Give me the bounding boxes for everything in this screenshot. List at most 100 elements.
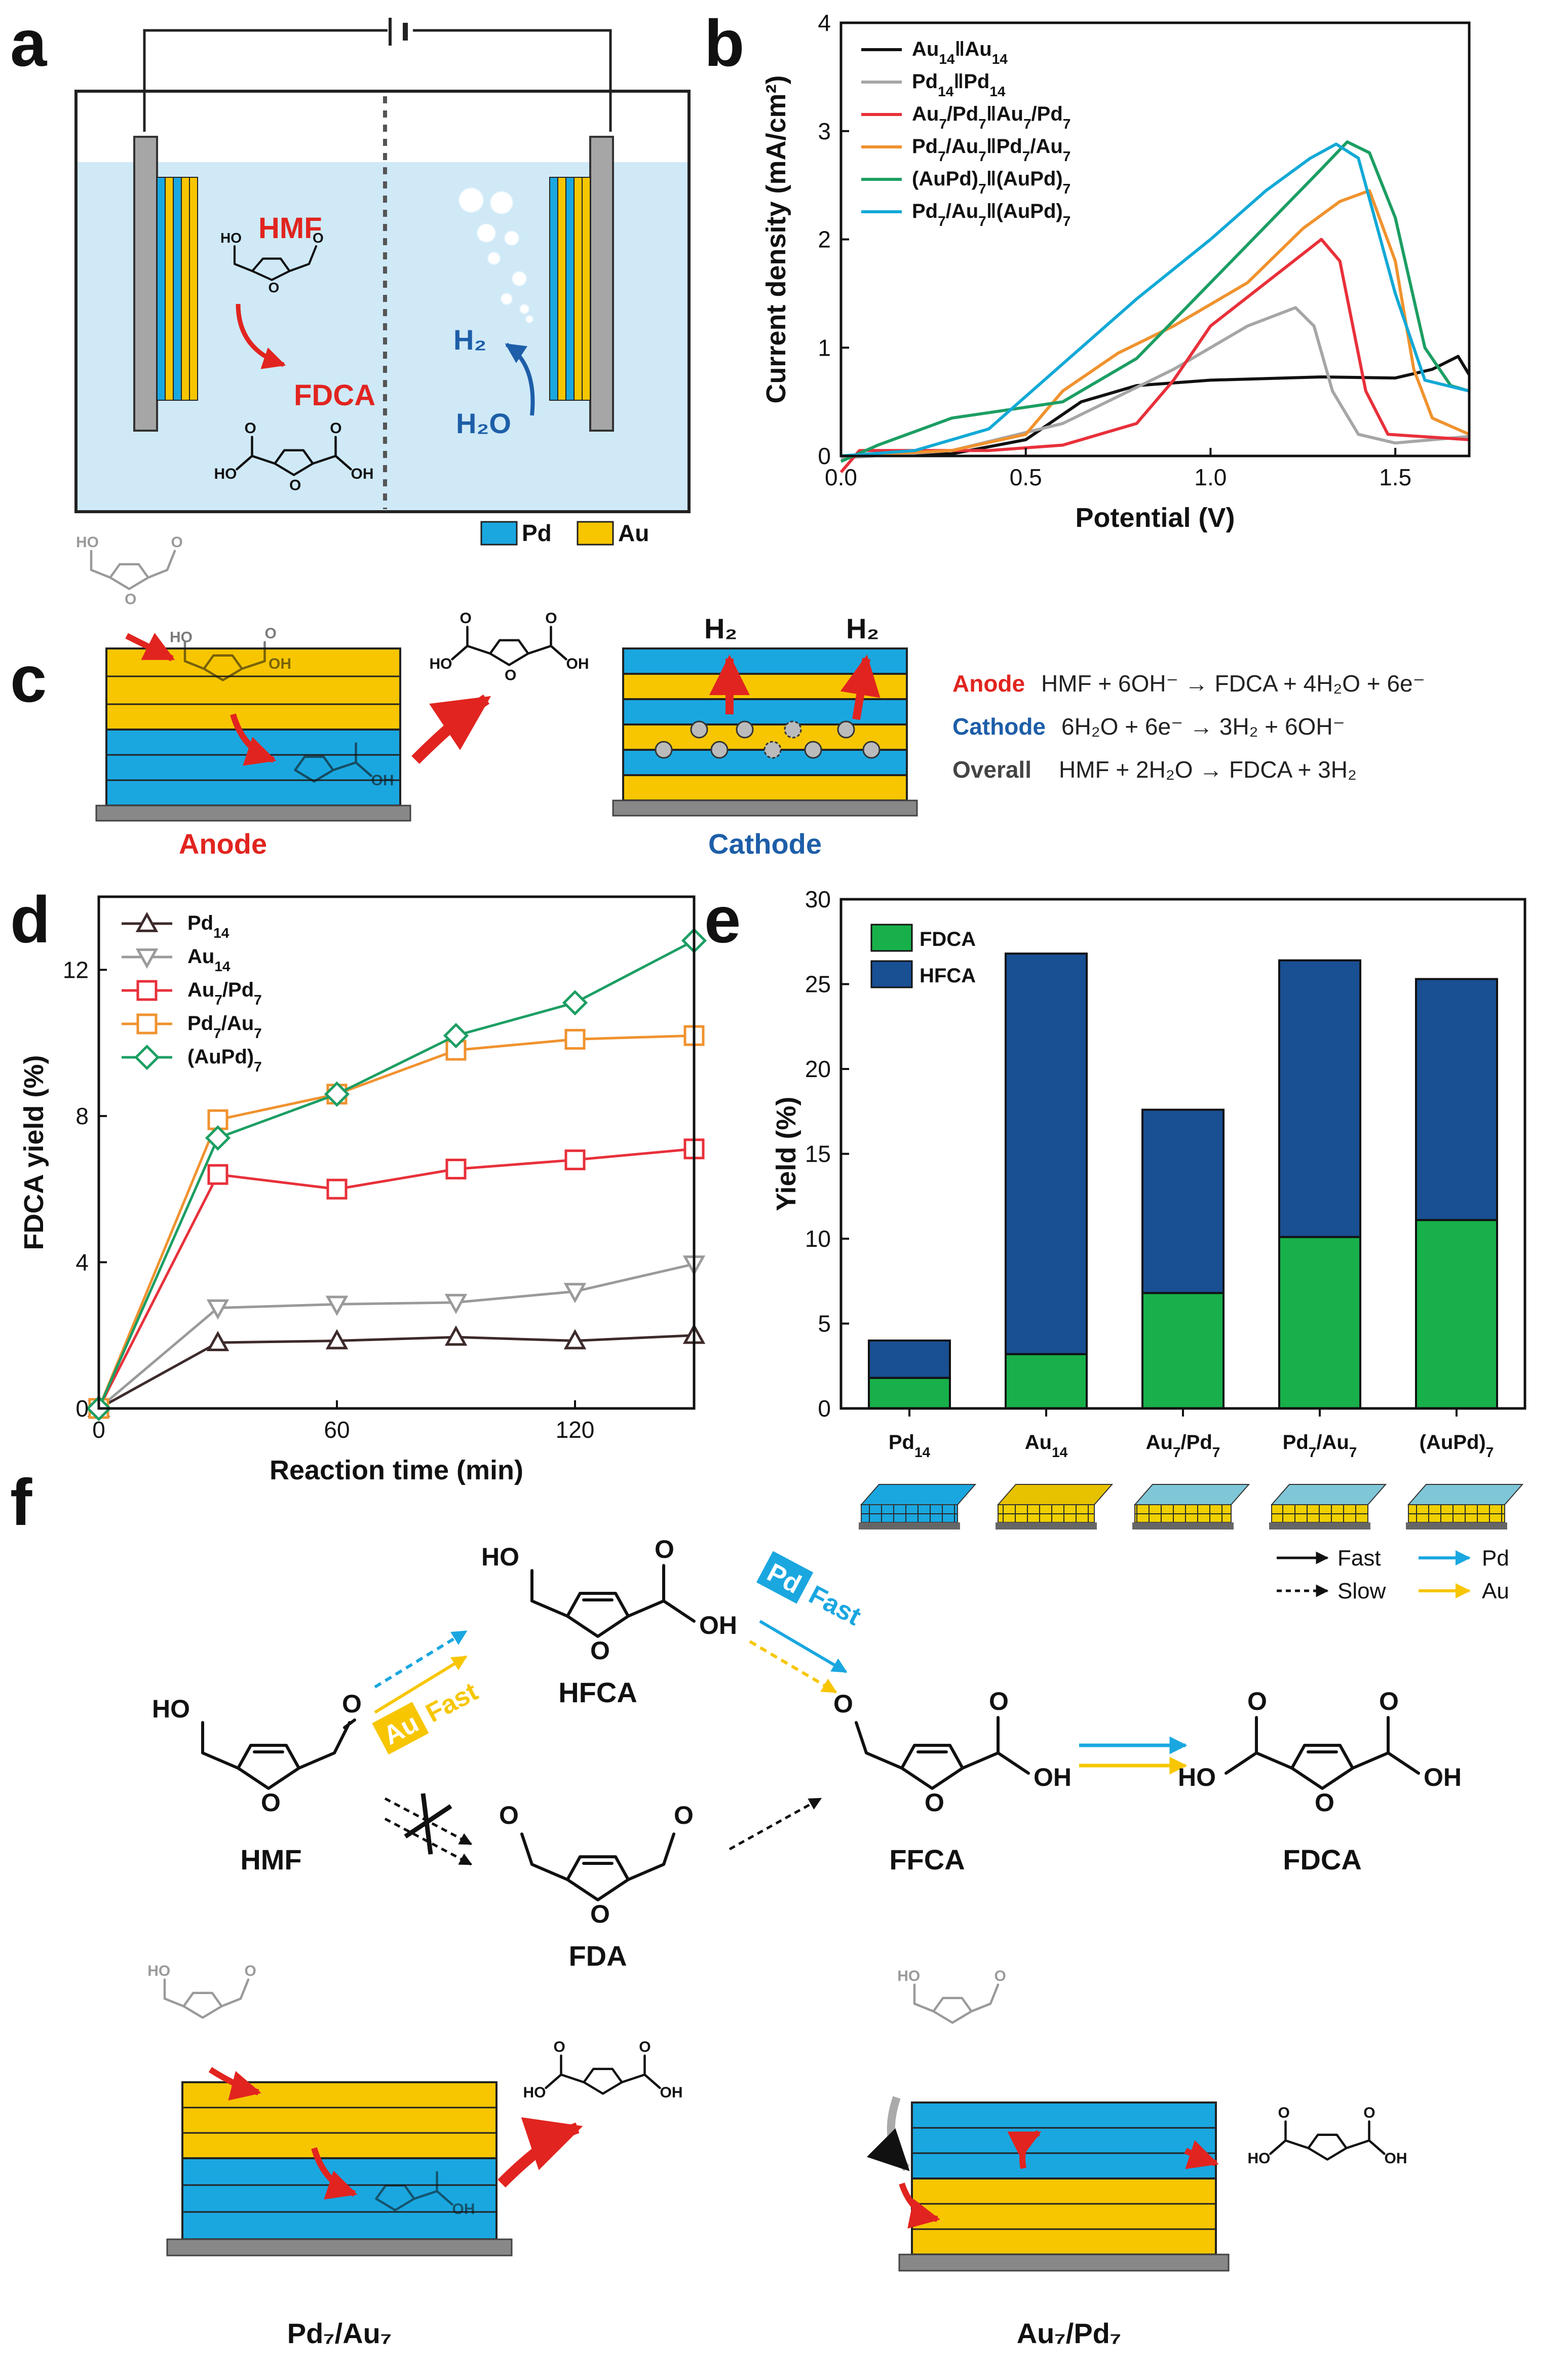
series-line-4	[97, 939, 695, 1409]
x-tick-label: 0	[92, 1417, 105, 1443]
hmf-name: HMF	[240, 1844, 301, 1876]
x-tick-label: 0.5	[1010, 464, 1042, 490]
x-tick-label: Pd14	[889, 1431, 931, 1460]
svg-text:O: O	[1363, 2105, 1375, 2121]
svg-text:O: O	[505, 667, 516, 684]
film-base-2	[1132, 1522, 1234, 1530]
caption-au7-pd7: Au₇/Pd₇	[1017, 2317, 1122, 2349]
pd-fast-tag: Pd Fast	[756, 1551, 866, 1631]
bar-hfca-0	[868, 1340, 951, 1379]
film-base-1	[996, 1522, 1097, 1530]
svg-text:HO: HO	[220, 230, 242, 246]
x-tick-label: 60	[324, 1417, 350, 1443]
y-tick-label: 0	[818, 443, 831, 469]
panel-label-a: a	[10, 6, 48, 80]
data-point	[325, 1295, 349, 1316]
svg-text:OH: OH	[351, 466, 374, 482]
bar-fdca-2	[1141, 1292, 1225, 1409]
pd-fast-label: Fast	[804, 1580, 866, 1631]
svg-text:OH: OH	[566, 656, 589, 672]
panel-a: a HMF HO O	[10, 6, 691, 546]
legend-label-5: Pd7/Au7ǁ(AuPd)7	[912, 200, 1070, 229]
x-axis-label: Reaction time (min)	[270, 1455, 523, 1485]
svg-text:O: O	[171, 534, 183, 551]
y-axis-label: Current density (mA/cm²)	[761, 75, 791, 403]
y-axis-label: Yield (%)	[771, 1096, 801, 1211]
film-top-4	[1407, 1484, 1524, 1505]
data-point	[207, 1164, 228, 1185]
x-tick-label: 120	[556, 1417, 595, 1443]
hydrogen-bubbles	[458, 187, 533, 323]
legend-label-0: Au14ǁAu14	[912, 38, 1008, 67]
legend-swatch-1	[870, 960, 913, 988]
data-point	[206, 1299, 230, 1320]
svg-text:O: O	[261, 1788, 281, 1817]
data-point	[444, 1293, 468, 1314]
legend-pd-label: Pd	[522, 520, 552, 546]
film-thumbnail-2	[1134, 1504, 1232, 1523]
film-top-1	[997, 1484, 1114, 1505]
svg-text:O: O	[590, 1900, 610, 1928]
fdca-molecule: HO O O O OH	[214, 420, 374, 494]
film-base-3	[1269, 1522, 1370, 1530]
data-point	[206, 1330, 230, 1352]
svg-text:HO: HO	[1248, 2150, 1271, 2167]
data-point	[563, 1283, 587, 1304]
legend-marker-0	[135, 911, 159, 932]
svg-text:HO: HO	[152, 1695, 190, 1723]
data-point	[324, 1081, 350, 1107]
legend-label-4: (AuPd)7	[187, 1046, 262, 1075]
bar-hfca-4	[1415, 978, 1498, 1221]
eq-overall-key: Overall	[952, 756, 1031, 783]
cathode-support	[589, 136, 614, 432]
hmf-structure: HO O O	[152, 1690, 362, 1817]
legend-label-0: Pd14	[187, 912, 230, 941]
series-line-0	[840, 355, 1471, 457]
x-tick-label: 1.0	[1194, 464, 1227, 490]
svg-text:OH: OH	[660, 2084, 683, 2101]
stack-pd7-au7	[166, 2081, 513, 2257]
legend-label-1: Au14	[187, 945, 231, 974]
bar-hfca-1	[1005, 952, 1088, 1355]
legend-marker-2	[136, 980, 158, 1001]
data-point	[326, 1178, 348, 1200]
svg-text:HO: HO	[214, 466, 237, 482]
film-thumbnail-1	[998, 1504, 1095, 1523]
cathode-h2-right: H₂	[846, 613, 879, 644]
h2o-label: H₂O	[456, 407, 511, 439]
legend-marker-4	[134, 1044, 160, 1071]
y-tick-label: 0	[818, 1395, 831, 1422]
film-base-0	[859, 1522, 960, 1530]
film-top-2	[1133, 1484, 1250, 1505]
x-tick-label: Au7/Pd7	[1146, 1431, 1220, 1460]
eq-anode-key: Anode	[952, 670, 1025, 697]
legend-pd: Pd	[1482, 1546, 1509, 1571]
panel-d: d 0 60 120 0 4 8 12 Reaction time (min) FDCA yie…	[10, 883, 707, 1485]
data-point	[562, 990, 588, 1016]
x-tick-label: Au14	[1025, 1431, 1068, 1460]
y-axis-label: FDCA yield (%)	[19, 1055, 49, 1250]
svg-text:O: O	[1379, 1687, 1399, 1715]
panel-e: e Pd14 Au14 Au7/Pd7 Pd7/Au7 (AuPd)7 0 5 10 15 20 2…	[704, 883, 1526, 1530]
data-point	[445, 1158, 467, 1179]
hmf-molecule: HO O O	[220, 230, 324, 295]
y-tick-label: 4	[818, 10, 831, 36]
svg-text:O: O	[313, 230, 324, 246]
panel-b: b 0.0 0.5 1.0 1.5 0 1 2 3 4 Potential (V) Current …	[704, 6, 1471, 533]
legend-label-3: Pd7/Au7ǁPd7/Au7	[912, 135, 1070, 164]
series-line-2	[839, 238, 1470, 474]
svg-text:HO: HO	[897, 1968, 920, 1984]
anode-film	[157, 177, 198, 401]
svg-text:O: O	[833, 1690, 853, 1718]
legend-label-1: Pd14ǁPd14	[912, 70, 1006, 99]
svg-text:O: O	[1278, 2105, 1290, 2121]
caption-pd7-au7: Pd₇/Au₇	[287, 2317, 392, 2349]
legend-marker-1	[135, 948, 159, 969]
series-line-4	[840, 140, 1470, 463]
svg-text:OH: OH	[452, 2201, 475, 2218]
svg-text:O: O	[554, 2039, 565, 2055]
legend-label-1: HFCA	[920, 965, 976, 987]
bar-fdca-1	[1005, 1353, 1088, 1410]
svg-text:HO: HO	[170, 629, 193, 646]
